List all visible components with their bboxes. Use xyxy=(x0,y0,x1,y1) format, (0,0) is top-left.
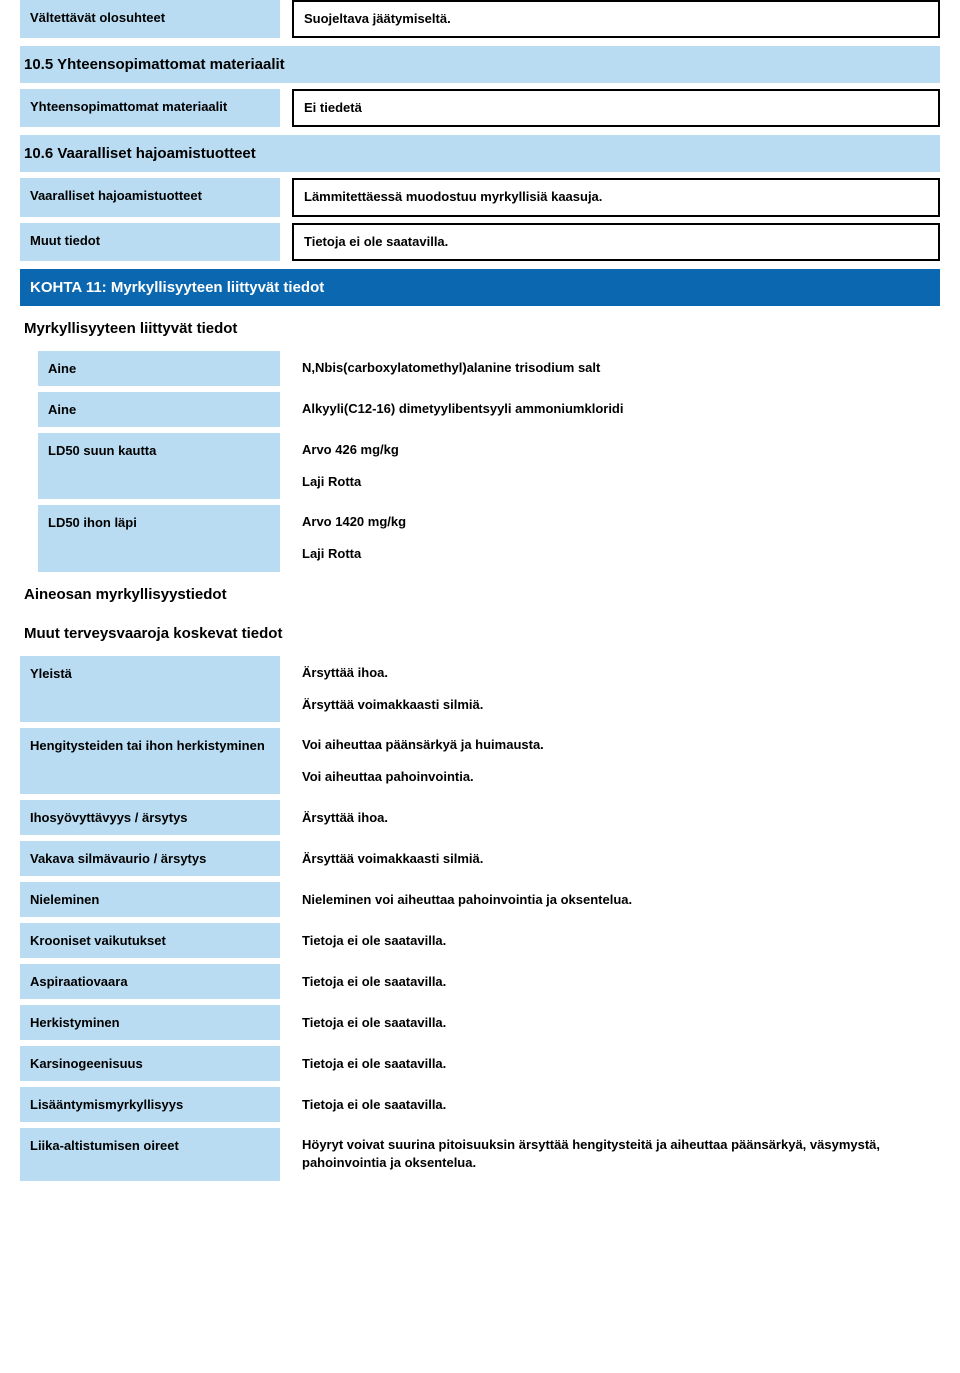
label-ld50-oral: LD50 suun kautta xyxy=(38,433,280,499)
field-row: LD50 suun kautta Arvo 426 mg/kg Laji Rot… xyxy=(20,433,940,499)
value-sensitisation-2: Tietoja ei ole saatavilla. xyxy=(292,1005,940,1040)
subheading-health-hazards: Muut terveysvaaroja koskevat tiedot xyxy=(20,617,940,650)
value-text: Laji Rotta xyxy=(302,473,930,491)
value-chronic: Tietoja ei ole saatavilla. xyxy=(292,923,940,958)
label-aine-1: Aine xyxy=(38,351,280,386)
field-row: Muut tiedot Tietoja ei ole saatavilla. xyxy=(20,223,940,261)
value-incompatible: Ei tiedetä xyxy=(292,89,940,127)
label-sensitisation: Hengitysteiden tai ihon herkistyminen xyxy=(20,728,280,794)
section-10-6: 10.6 Vaaralliset hajoamistuotteet xyxy=(20,135,940,172)
label-incompatible: Yhteensopimattomat materiaalit xyxy=(20,89,280,127)
label-conditions-avoid: Vältettävät olosuhteet xyxy=(20,0,280,38)
value-ingestion: Nieleminen voi aiheuttaa pahoinvointia j… xyxy=(292,882,940,917)
label-carcinogenicity: Karsinogeenisuus xyxy=(20,1046,280,1081)
value-text: Suojeltava jäätymiseltä. xyxy=(304,10,928,28)
value-text: Tietoja ei ole saatavilla. xyxy=(304,233,928,251)
value-eye-damage: Ärsyttää voimakkaasti silmiä. xyxy=(292,841,940,876)
field-row: Yhteensopimattomat materiaalit Ei tiedet… xyxy=(20,89,940,127)
label-reproductive-tox: Lisääntymismyrkyllisyys xyxy=(20,1087,280,1122)
section-kohta-11: KOHTA 11: Myrkyllisyyteen liittyvät tied… xyxy=(20,269,940,306)
value-reproductive-tox: Tietoja ei ole saatavilla. xyxy=(292,1087,940,1122)
field-row: Hengitysteiden tai ihon herkistyminen Vo… xyxy=(20,728,940,794)
value-text: Voi aiheuttaa päänsärkyä ja huimausta. xyxy=(302,736,930,754)
label-hazardous-decomp: Vaaralliset hajoamistuotteet xyxy=(20,178,280,216)
value-overexposure: Höyryt voivat suurina pitoisuuksin ärsyt… xyxy=(292,1128,940,1180)
label-ld50-dermal: LD50 ihon läpi xyxy=(38,505,280,571)
field-row: Aspiraatiovaara Tietoja ei ole saatavill… xyxy=(20,964,940,999)
label-general: Yleistä xyxy=(20,656,280,722)
value-text: Tietoja ei ole saatavilla. xyxy=(302,1014,930,1032)
value-text: Ärsyttää voimakkaasti silmiä. xyxy=(302,850,930,868)
field-row: Krooniset vaikutukset Tietoja ei ole saa… xyxy=(20,923,940,958)
value-carcinogenicity: Tietoja ei ole saatavilla. xyxy=(292,1046,940,1081)
value-text: Arvo 426 mg/kg xyxy=(302,441,930,459)
value-text: Höyryt voivat suurina pitoisuuksin ärsyt… xyxy=(302,1136,930,1172)
field-row: Yleistä Ärsyttää ihoa. Ärsyttää voimakka… xyxy=(20,656,940,722)
value-aspiration: Tietoja ei ole saatavilla. xyxy=(292,964,940,999)
value-other-info: Tietoja ei ole saatavilla. xyxy=(292,223,940,261)
label-sensitisation-2: Herkistyminen xyxy=(20,1005,280,1040)
value-text: Ärsyttää ihoa. xyxy=(302,809,930,827)
value-text: Tietoja ei ole saatavilla. xyxy=(302,1055,930,1073)
value-conditions-avoid: Suojeltava jäätymiseltä. xyxy=(292,0,940,38)
label-aine-2: Aine xyxy=(38,392,280,427)
value-ld50-dermal: Arvo 1420 mg/kg Laji Rotta xyxy=(292,505,940,571)
value-sensitisation: Voi aiheuttaa päänsärkyä ja huimausta. V… xyxy=(292,728,940,794)
label-aspiration: Aspiraatiovaara xyxy=(20,964,280,999)
value-aine-1: N,Nbis(carboxylatomethyl)alanine trisodi… xyxy=(292,351,940,386)
value-ld50-oral: Arvo 426 mg/kg Laji Rotta xyxy=(292,433,940,499)
value-text: Nieleminen voi aiheuttaa pahoinvointia j… xyxy=(302,891,930,909)
value-text: Ei tiedetä xyxy=(304,99,928,117)
label-overexposure: Liika-altistumisen oireet xyxy=(20,1128,280,1180)
value-text: Tietoja ei ole saatavilla. xyxy=(302,932,930,950)
subheading-tox-info: Myrkyllisyyteen liittyvät tiedot xyxy=(20,312,940,345)
value-hazardous-decomp: Lämmitettäessä muodostuu myrkyllisiä kaa… xyxy=(292,178,940,216)
value-text: Tietoja ei ole saatavilla. xyxy=(302,973,930,991)
label-eye-damage: Vakava silmävaurio / ärsytys xyxy=(20,841,280,876)
field-row: Aine N,Nbis(carboxylatomethyl)alanine tr… xyxy=(20,351,940,386)
section-10-5: 10.5 Yhteensopimattomat materiaalit xyxy=(20,46,940,83)
field-row: Lisääntymismyrkyllisyys Tietoja ei ole s… xyxy=(20,1087,940,1122)
field-row: LD50 ihon läpi Arvo 1420 mg/kg Laji Rott… xyxy=(20,505,940,571)
field-row: Vältettävät olosuhteet Suojeltava jäätym… xyxy=(20,0,940,38)
value-aine-2: Alkyyli(C12-16) dimetyylibentsyyli ammon… xyxy=(292,392,940,427)
value-general: Ärsyttää ihoa. Ärsyttää voimakkaasti sil… xyxy=(292,656,940,722)
field-row: Karsinogeenisuus Tietoja ei ole saatavil… xyxy=(20,1046,940,1081)
field-row: Herkistyminen Tietoja ei ole saatavilla. xyxy=(20,1005,940,1040)
field-row: Ihosyövyttävyys / ärsytys Ärsyttää ihoa. xyxy=(20,800,940,835)
subheading-component-tox: Aineosan myrkyllisyystiedot xyxy=(20,578,940,611)
value-text: Voi aiheuttaa pahoinvointia. xyxy=(302,768,930,786)
value-text: Alkyyli(C12-16) dimetyylibentsyyli ammon… xyxy=(302,400,930,418)
field-row: Liika-altistumisen oireet Höyryt voivat … xyxy=(20,1128,940,1180)
value-skin-corrosion: Ärsyttää ihoa. xyxy=(292,800,940,835)
label-chronic: Krooniset vaikutukset xyxy=(20,923,280,958)
value-text: N,Nbis(carboxylatomethyl)alanine trisodi… xyxy=(302,359,930,377)
field-row: Vakava silmävaurio / ärsytys Ärsyttää vo… xyxy=(20,841,940,876)
label-ingestion: Nieleminen xyxy=(20,882,280,917)
field-row: Nieleminen Nieleminen voi aiheuttaa paho… xyxy=(20,882,940,917)
value-text: Ärsyttää ihoa. xyxy=(302,664,930,682)
label-skin-corrosion: Ihosyövyttävyys / ärsytys xyxy=(20,800,280,835)
value-text: Tietoja ei ole saatavilla. xyxy=(302,1096,930,1114)
value-text: Laji Rotta xyxy=(302,545,930,563)
field-row: Aine Alkyyli(C12-16) dimetyylibentsyyli … xyxy=(20,392,940,427)
label-other-info: Muut tiedot xyxy=(20,223,280,261)
value-text: Arvo 1420 mg/kg xyxy=(302,513,930,531)
value-text: Lämmitettäessä muodostuu myrkyllisiä kaa… xyxy=(304,188,928,206)
field-row: Vaaralliset hajoamistuotteet Lämmitettäe… xyxy=(20,178,940,216)
value-text: Ärsyttää voimakkaasti silmiä. xyxy=(302,696,930,714)
